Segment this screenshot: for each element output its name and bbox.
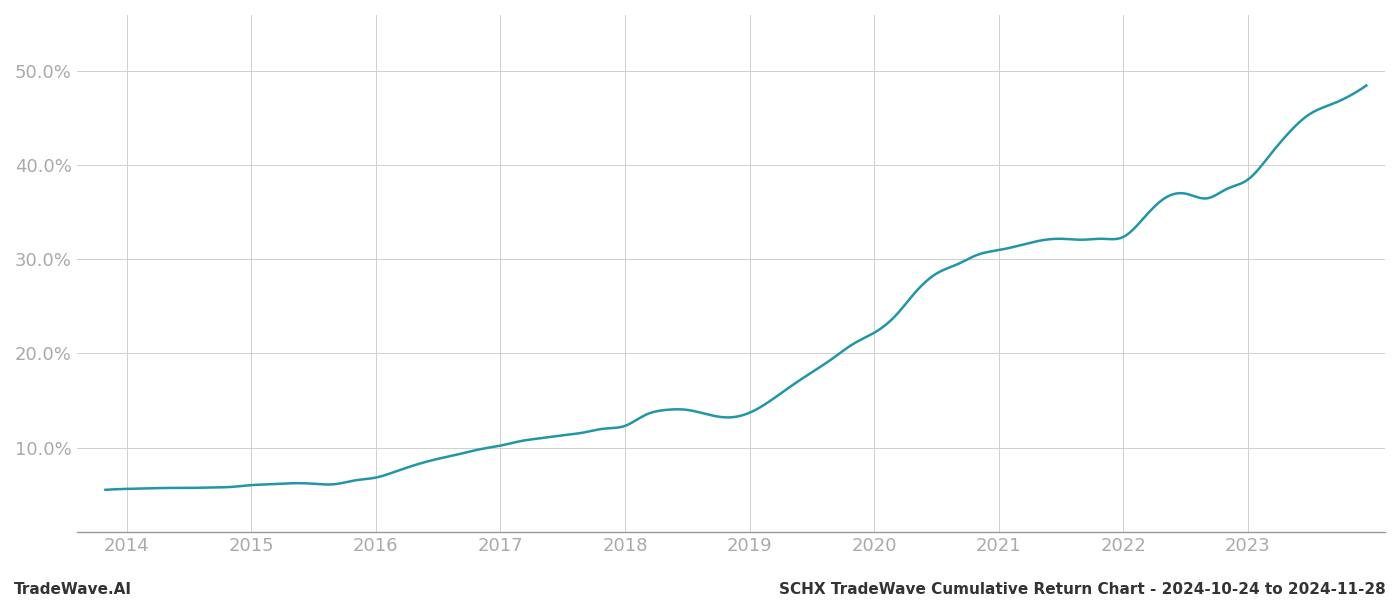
Text: SCHX TradeWave Cumulative Return Chart - 2024-10-24 to 2024-11-28: SCHX TradeWave Cumulative Return Chart -…: [780, 582, 1386, 597]
Text: TradeWave.AI: TradeWave.AI: [14, 582, 132, 597]
